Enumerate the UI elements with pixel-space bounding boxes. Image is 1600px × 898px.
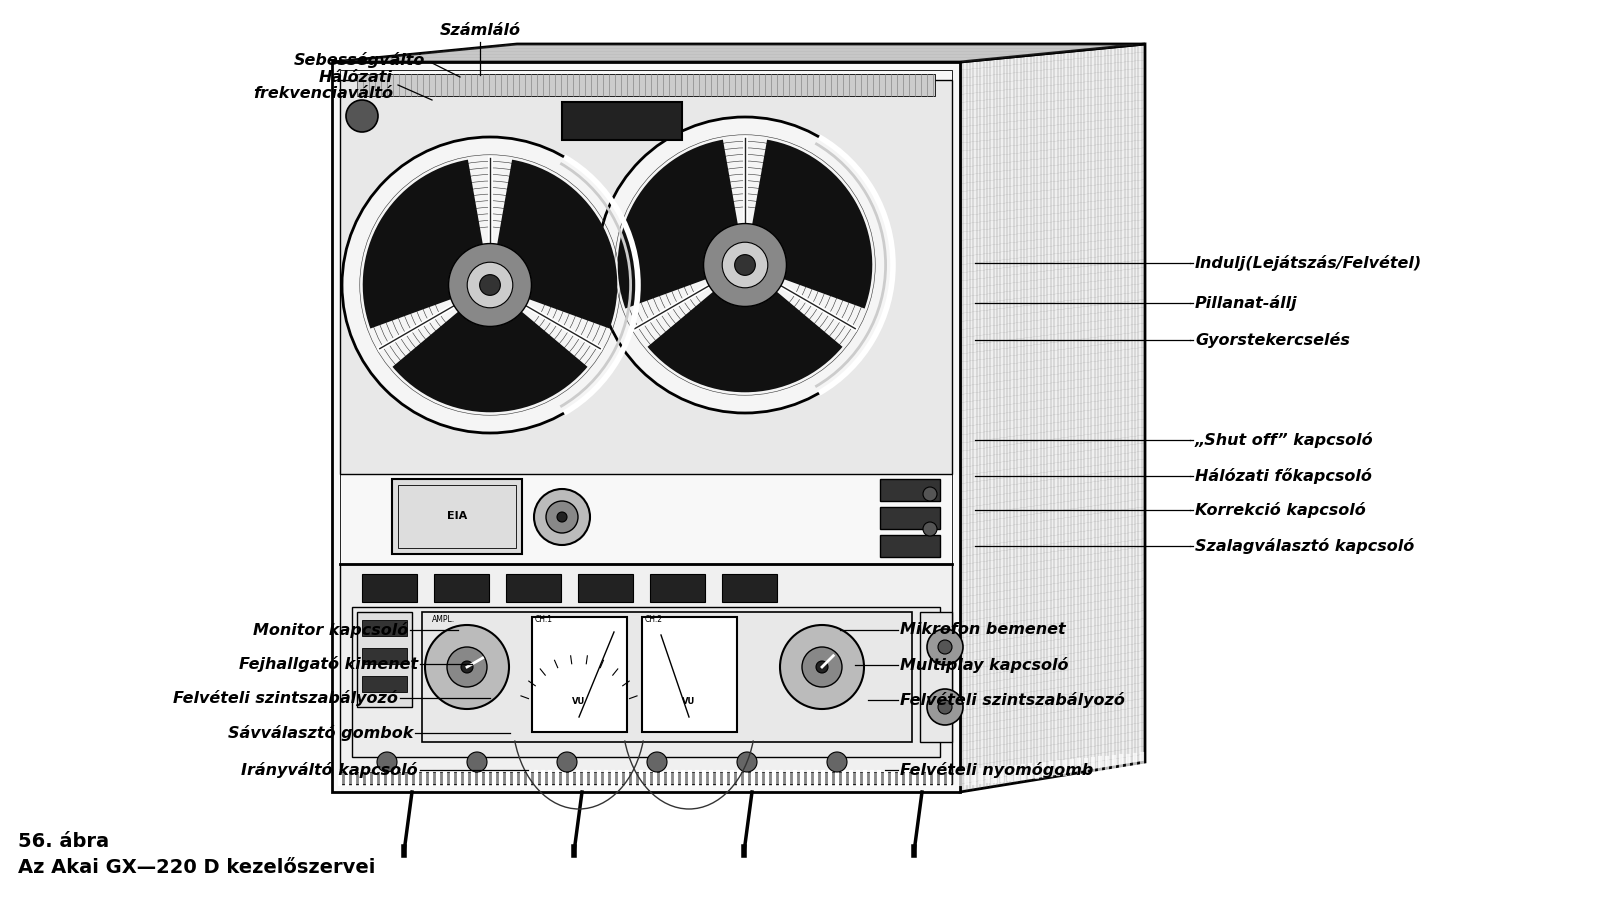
Bar (920, 612, 952, 742)
Bar (650, 574, 706, 602)
Wedge shape (392, 312, 587, 412)
Text: EIA: EIA (446, 511, 467, 521)
Bar (362, 620, 406, 636)
Bar (362, 676, 406, 692)
Text: Számláló: Számláló (440, 23, 520, 38)
Bar (357, 74, 934, 96)
Bar (362, 648, 406, 664)
Bar (578, 574, 634, 602)
Circle shape (646, 752, 667, 772)
Text: Szalagválasztó kapcsoló: Szalagválasztó kapcsoló (1195, 538, 1414, 554)
Wedge shape (618, 140, 738, 309)
Bar (506, 574, 562, 602)
Bar (339, 80, 952, 474)
Circle shape (448, 243, 531, 327)
Text: Irányváltó kapcsoló: Irányváltó kapcsoló (242, 762, 418, 778)
Bar (434, 574, 490, 602)
Circle shape (781, 625, 864, 709)
Text: Felvételi szintszabályozó: Felvételi szintszabályozó (899, 692, 1125, 708)
Circle shape (480, 275, 501, 295)
Bar (880, 507, 941, 529)
Text: frekvenciaváltó: frekvenciaváltó (253, 86, 394, 101)
Bar (880, 535, 941, 557)
Bar (362, 574, 418, 602)
Text: Monitor kapcsoló: Monitor kapcsoló (253, 622, 408, 638)
Circle shape (926, 629, 963, 665)
Bar (357, 612, 413, 707)
Text: Pillanat-állj: Pillanat-állj (1195, 295, 1298, 311)
Text: Hálózati főkapcsoló: Hálózati főkapcsoló (1195, 468, 1371, 484)
Circle shape (557, 512, 566, 522)
Text: 56. ábra: 56. ábra (18, 832, 109, 851)
Text: Fejhallgató kimenet: Fejhallgató kimenet (238, 656, 418, 672)
Bar (392, 479, 522, 554)
Bar (333, 62, 960, 792)
Circle shape (342, 137, 638, 433)
Bar (339, 772, 952, 784)
Text: Multiplay kapcsoló: Multiplay kapcsoló (899, 657, 1069, 673)
Circle shape (938, 640, 952, 654)
Text: CH.1: CH.1 (534, 615, 554, 624)
Bar (398, 485, 515, 548)
Text: Felvételi szintszabályozó: Felvételi szintszabályozó (173, 690, 398, 706)
Circle shape (534, 489, 590, 545)
Circle shape (704, 224, 787, 306)
Text: Sávválasztó gombok: Sávválasztó gombok (227, 725, 413, 741)
Bar (422, 612, 912, 742)
Bar (642, 617, 738, 732)
Bar (352, 607, 941, 757)
Bar (531, 617, 627, 732)
Circle shape (802, 647, 842, 687)
Circle shape (461, 661, 474, 673)
Wedge shape (498, 160, 618, 329)
Circle shape (816, 661, 829, 673)
Circle shape (467, 752, 486, 772)
Text: Felvételi nyomógomb: Felvételi nyomógomb (899, 762, 1093, 778)
Circle shape (827, 752, 846, 772)
Circle shape (738, 752, 757, 772)
Circle shape (597, 117, 893, 413)
Circle shape (557, 752, 578, 772)
Circle shape (446, 647, 486, 687)
Text: „Shut off” kapcsoló: „Shut off” kapcsoló (1195, 432, 1374, 448)
Polygon shape (333, 44, 1146, 62)
Text: Gyorstekercselés: Gyorstekercselés (1195, 332, 1350, 348)
Text: Az Akai GX—220 D kezelőszervei: Az Akai GX—220 D kezelőszervei (18, 858, 376, 877)
Bar (339, 564, 952, 784)
Circle shape (546, 501, 578, 533)
Bar (722, 574, 778, 602)
Circle shape (346, 100, 378, 132)
Circle shape (923, 522, 938, 536)
Wedge shape (752, 140, 872, 309)
Circle shape (938, 700, 952, 714)
Text: Hálózati: Hálózati (318, 71, 394, 85)
Text: CH.2: CH.2 (645, 615, 662, 624)
Circle shape (426, 625, 509, 709)
Text: Korrekció kapcsoló: Korrekció kapcsoló (1195, 502, 1366, 518)
Text: AMPL.: AMPL. (432, 615, 454, 624)
Circle shape (467, 262, 512, 308)
Circle shape (734, 255, 755, 276)
Text: VU: VU (682, 698, 696, 707)
Circle shape (722, 242, 768, 287)
Wedge shape (363, 160, 483, 329)
Bar (339, 70, 952, 784)
Wedge shape (648, 292, 843, 392)
Text: Mikrofon bemenet: Mikrofon bemenet (899, 622, 1066, 638)
Bar (562, 102, 682, 140)
Circle shape (926, 689, 963, 725)
Text: VU: VU (573, 698, 586, 707)
Text: Sebességváltó: Sebességváltó (294, 52, 426, 68)
Polygon shape (960, 44, 1146, 792)
Text: Indulj(Lejátszás/Felvétel): Indulj(Lejátszás/Felvétel) (1195, 255, 1422, 271)
Circle shape (378, 752, 397, 772)
Circle shape (923, 487, 938, 501)
Bar (880, 479, 941, 501)
